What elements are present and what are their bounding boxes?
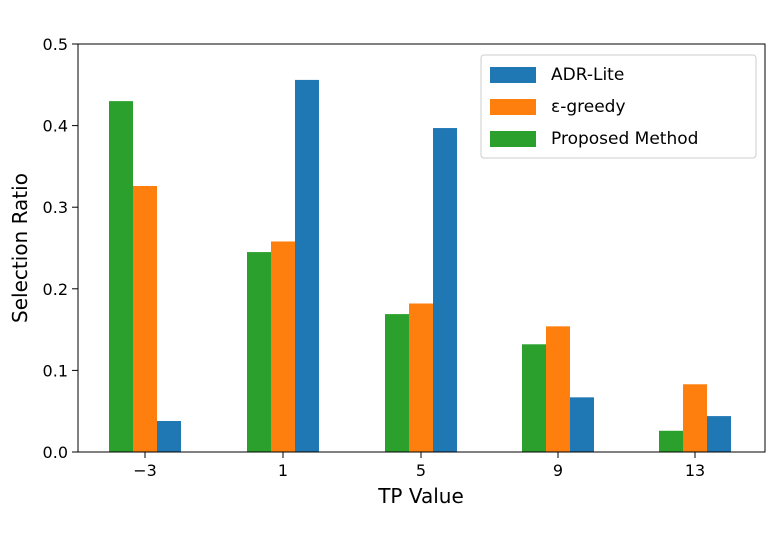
- bar-proposed-method-4: [659, 430, 683, 452]
- bar-adr-lite-0: [157, 420, 181, 452]
- bars-layer: [109, 79, 731, 453]
- bar-greedy-1: [271, 241, 295, 452]
- y-tick-label: 0.1: [43, 361, 68, 380]
- bar-greedy-0: [133, 185, 157, 452]
- plot-frame: [77, 43, 766, 453]
- bar-proposed-method-2: [385, 314, 409, 452]
- x-axis: −3 1 5 9 13: [133, 452, 705, 480]
- bar-adr-lite-3: [570, 397, 594, 452]
- bar-proposed-method-3: [522, 344, 546, 452]
- y-axis-title: Selection Ratio: [8, 173, 32, 323]
- bar-adr-lite-4: [707, 416, 731, 452]
- legend-label: ADR-Lite: [551, 65, 624, 85]
- bar-proposed-method-1: [247, 252, 271, 452]
- x-tick-label: 9: [553, 461, 563, 480]
- bar-adr-lite-2: [433, 128, 457, 452]
- legend-label: ε-greedy: [551, 97, 626, 117]
- y-tick-label: 0.5: [43, 35, 68, 54]
- x-tick-label: 1: [278, 461, 288, 480]
- bar-greedy-3: [546, 326, 570, 452]
- y-tick-label: 0.3: [43, 198, 68, 217]
- bar-proposed-method-0: [109, 101, 133, 453]
- legend-box: [480, 54, 757, 159]
- legend-swatch: [490, 99, 536, 115]
- y-tick-label: 0.4: [43, 117, 68, 136]
- x-tick-label: 5: [416, 461, 426, 480]
- y-axis: 0.0 0.1 0.2 0.3 0.4 0.5: [43, 35, 78, 462]
- bar-greedy-4: [683, 384, 707, 452]
- legend: ADR-Lite ε-greedy Proposed Method: [480, 54, 757, 159]
- y-tick-label: 0.0: [43, 443, 68, 462]
- x-axis-title: TP Value: [377, 484, 464, 508]
- legend-swatch: [490, 131, 536, 147]
- y-tick-label: 0.2: [43, 280, 68, 299]
- bar-adr-lite-1: [295, 79, 319, 453]
- bar-greedy-2: [409, 303, 433, 452]
- x-tick-label: −3: [133, 461, 157, 480]
- x-tick-label: 13: [685, 461, 705, 480]
- legend-swatch: [490, 67, 536, 83]
- legend-label: Proposed Method: [551, 129, 698, 149]
